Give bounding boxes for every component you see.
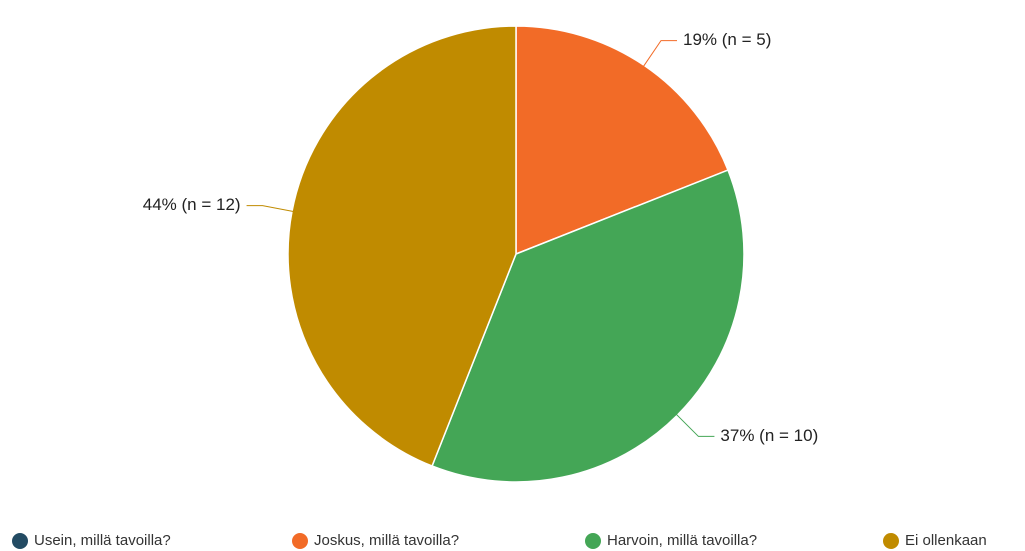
legend-swatch [12,533,28,549]
legend-swatch [292,533,308,549]
data-label: 37% (n = 10) [720,426,818,445]
legend-label: Ei ollenkaan [905,532,987,549]
legend-swatch [585,533,601,549]
legend-label: Usein, millä tavoilla? [34,532,171,549]
data-label: 19% (n = 5) [683,30,771,49]
data-label: 44% (n = 12) [143,195,241,214]
leader-line [642,40,678,68]
legend-label: Joskus, millä tavoilla? [314,532,459,549]
leader-line [246,205,295,213]
legend-label: Harvoin, millä tavoilla? [607,532,757,549]
legend-swatch [883,533,899,549]
leader-line [675,413,715,437]
